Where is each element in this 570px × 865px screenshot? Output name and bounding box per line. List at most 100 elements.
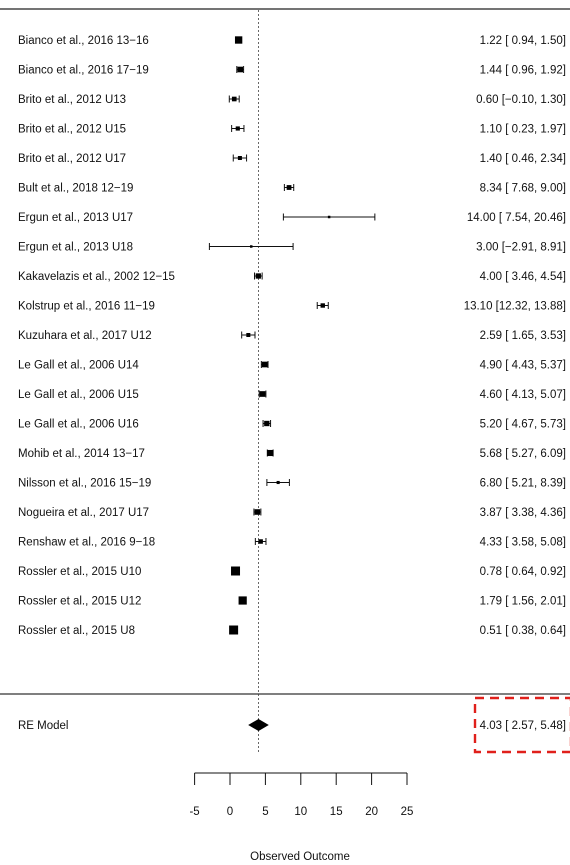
summary-diamond	[248, 719, 269, 731]
highlight-box	[473, 696, 570, 754]
study-row: Brito et al., 2012 U15 1.10 [ 0.23, 1.97]	[18, 124, 566, 136]
study-row: Le Gall et al., 2006 U15 4.60 [ 4.13, 5.0…	[18, 389, 566, 401]
estimate-text: 0.60 [−0.10, 1.30]	[476, 94, 566, 106]
axis-tick-label: 5	[262, 806, 268, 818]
point-estimate	[235, 126, 240, 131]
study-row: Brito et al., 2012 U13 0.60 [−0.10, 1.30]	[18, 94, 566, 106]
estimate-text: 3.00 [−2.91, 8.91]	[476, 242, 566, 254]
study-label: Rossler et al., 2015 U10	[18, 566, 141, 578]
study-row: Rossler et al., 2015 U12 1.79 [ 1.56, 2.0…	[18, 596, 566, 608]
study-row: Kuzuhara et al., 2017 U12 2.59 [ 1.65, 3.…	[18, 330, 566, 342]
estimate-text: 3.87 [ 3.38, 4.36]	[480, 507, 566, 519]
study-label: Kakavelazis et al., 2002 12−15	[18, 271, 175, 283]
study-rows: Bianco et al., 2016 13−16 1.22 [ 0.94, 1.…	[18, 35, 566, 637]
estimate-text: 13.10 [12.32, 13.88]	[464, 301, 566, 313]
estimate-text: 14.00 [ 7.54, 20.46]	[467, 212, 566, 224]
axis-tick-label: 20	[365, 806, 378, 818]
point-estimate	[259, 391, 266, 397]
axis-tick-label: 10	[294, 806, 307, 818]
study-label: Kuzuhara et al., 2017 U12	[18, 330, 152, 342]
study-row: Ergun et al., 2013 U18 3.00 [−2.91, 8.91]	[18, 242, 566, 254]
study-label: Bult et al., 2018 12−19	[18, 183, 133, 195]
estimate-text: 5.20 [ 4.67, 5.73]	[480, 419, 566, 431]
point-estimate	[264, 420, 270, 427]
point-estimate	[255, 273, 261, 279]
study-label: Ergun et al., 2013 U17	[18, 212, 133, 224]
study-label: Rossler et al., 2015 U8	[18, 625, 135, 637]
study-row: Bianco et al., 2016 13−16 1.22 [ 0.94, 1.…	[18, 35, 566, 47]
point-estimate	[327, 215, 331, 219]
summary-label: RE Model	[18, 720, 69, 732]
point-estimate	[229, 625, 239, 635]
estimate-text: 4.60 [ 4.13, 5.07]	[480, 389, 566, 401]
study-label: Brito et al., 2012 U13	[18, 94, 126, 106]
estimate-text: 0.78 [ 0.64, 0.92]	[480, 566, 566, 578]
point-estimate	[254, 509, 261, 515]
estimate-text: 4.00 [ 3.46, 4.54]	[480, 271, 566, 283]
study-label: Le Gall et al., 2006 U16	[18, 419, 139, 431]
estimate-text: 6.80 [ 5.21, 8.39]	[480, 478, 566, 490]
axis-tick-label: 15	[330, 806, 343, 818]
point-estimate	[234, 36, 243, 44]
point-estimate	[238, 596, 247, 605]
point-estimate	[320, 303, 325, 308]
point-estimate	[276, 480, 280, 485]
estimate-text: 8.34 [ 7.68, 9.00]	[480, 183, 566, 195]
study-row: Renshaw et al., 2016 9−18 4.33 [ 3.58, 5.…	[18, 537, 566, 549]
point-estimate	[249, 245, 253, 248]
estimate-text: 1.79 [ 1.56, 2.01]	[480, 596, 566, 608]
study-row: Bianco et al., 2016 17−19 1.44 [ 0.96, 1.…	[18, 65, 566, 77]
study-row: Ergun et al., 2013 U17 14.00 [ 7.54, 20.4…	[18, 212, 566, 224]
summary-estimate-text: 4.03 [ 2.57, 5.48]	[480, 720, 566, 732]
point-estimate	[231, 96, 237, 102]
estimate-text: 5.68 [ 5.27, 6.09]	[480, 448, 566, 460]
study-label: Ergun et al., 2013 U18	[18, 242, 133, 254]
estimate-text: 4.90 [ 4.43, 5.37]	[480, 360, 566, 372]
axis-tick-label: 0	[227, 806, 233, 818]
study-label: Bianco et al., 2016 13−16	[18, 35, 149, 47]
axis-tick-label: 25	[401, 806, 414, 818]
study-row: Kolstrup et al., 2016 11−19 13.10 [12.32,…	[18, 301, 566, 313]
estimate-text: 1.10 [ 0.23, 1.97]	[480, 124, 566, 136]
point-estimate	[246, 332, 251, 338]
study-row: Bult et al., 2018 12−19 8.34 [ 7.68, 9.00…	[18, 183, 566, 195]
study-label: Mohib et al., 2014 13−17	[18, 448, 145, 460]
study-label: Le Gall et al., 2006 U15	[18, 389, 139, 401]
point-estimate	[258, 539, 263, 544]
study-label: Nilsson et al., 2016 15−19	[18, 478, 151, 490]
axis-tick-label: -5	[189, 806, 199, 818]
summary-row: RE Model 4.03 [ 2.57, 5.48]	[18, 719, 566, 732]
study-row: Nogueira et al., 2017 U17 3.87 [ 3.38, 4.…	[18, 507, 566, 519]
study-row: Brito et al., 2012 U17 1.40 [ 0.46, 2.34]	[18, 153, 566, 165]
estimate-text: 2.59 [ 1.65, 3.53]	[480, 330, 566, 342]
study-label: Kolstrup et al., 2016 11−19	[18, 301, 155, 313]
study-label: Le Gall et al., 2006 U14	[18, 360, 139, 372]
study-label: Rossler et al., 2015 U12	[18, 596, 141, 608]
x-axis-label: Observed Outcome	[250, 851, 350, 863]
study-row: Le Gall et al., 2006 U14 4.90 [ 4.43, 5.3…	[18, 360, 566, 372]
x-axis: -5 0 5 10 15 20 25	[189, 772, 414, 818]
study-row: Rossler et al., 2015 U10 0.78 [ 0.64, 0.9…	[18, 566, 566, 578]
estimate-text: 1.40 [ 0.46, 2.34]	[480, 153, 566, 165]
study-row: Rossler et al., 2015 U8 0.51 [ 0.38, 0.64…	[18, 625, 566, 637]
point-estimate	[267, 449, 274, 457]
point-estimate	[286, 185, 292, 190]
study-row: Nilsson et al., 2016 15−19 6.80 [ 5.21, 8…	[18, 478, 566, 490]
point-estimate	[261, 361, 268, 368]
study-label: Renshaw et al., 2016 9−18	[18, 537, 155, 549]
estimate-text: 4.33 [ 3.58, 5.08]	[480, 537, 566, 549]
point-estimate	[237, 66, 244, 73]
study-row: Mohib et al., 2014 13−17 5.68 [ 5.27, 6.0…	[18, 448, 566, 460]
study-label: Brito et al., 2012 U17	[18, 153, 126, 165]
study-label: Brito et al., 2012 U15	[18, 124, 126, 136]
study-label: Nogueira et al., 2017 U17	[18, 507, 149, 519]
estimate-text: 1.44 [ 0.96, 1.92]	[480, 65, 566, 77]
point-estimate	[231, 566, 241, 576]
study-row: Le Gall et al., 2006 U16 5.20 [ 4.67, 5.7…	[18, 419, 566, 431]
study-row: Kakavelazis et al., 2002 12−15 4.00 [ 3.4…	[18, 271, 566, 283]
study-label: Bianco et al., 2016 17−19	[18, 65, 149, 77]
estimate-text: 0.51 [ 0.38, 0.64]	[480, 625, 566, 637]
point-estimate	[237, 155, 242, 161]
estimate-text: 1.22 [ 0.94, 1.50]	[480, 35, 566, 47]
